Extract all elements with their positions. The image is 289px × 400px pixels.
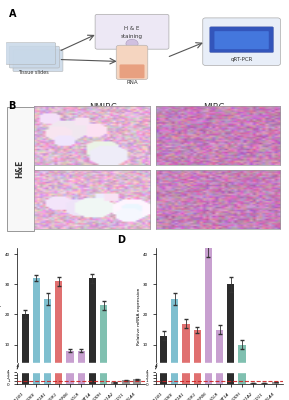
Bar — [272, 382, 279, 384]
Bar — [261, 383, 268, 384]
FancyBboxPatch shape — [13, 50, 63, 72]
Bar — [77, 372, 85, 384]
Bar — [171, 372, 179, 384]
Bar — [250, 383, 257, 384]
Bar — [182, 372, 190, 384]
Bar — [122, 380, 129, 384]
Bar — [160, 372, 167, 384]
FancyBboxPatch shape — [9, 46, 59, 68]
Text: D: D — [118, 235, 125, 245]
Text: H & E: H & E — [124, 26, 140, 31]
Text: B: B — [9, 100, 16, 110]
Bar — [205, 372, 212, 384]
Text: Tissue slides: Tissue slides — [18, 70, 49, 75]
Bar — [33, 372, 40, 384]
Bar — [66, 351, 74, 363]
Bar — [227, 284, 234, 363]
FancyBboxPatch shape — [95, 14, 169, 49]
Bar — [22, 372, 29, 384]
Bar — [22, 314, 29, 363]
Bar — [227, 372, 234, 384]
Bar — [89, 372, 96, 384]
Bar — [216, 330, 223, 363]
FancyBboxPatch shape — [6, 43, 56, 64]
Text: MIBC: MIBC — [203, 103, 225, 112]
FancyBboxPatch shape — [120, 64, 144, 78]
Bar — [89, 278, 96, 363]
Bar — [111, 382, 118, 384]
FancyBboxPatch shape — [210, 27, 273, 52]
FancyBboxPatch shape — [7, 107, 34, 231]
Y-axis label: Relative mRNA expression: Relative mRNA expression — [0, 287, 2, 345]
Text: A: A — [9, 9, 16, 19]
Bar — [55, 281, 62, 363]
Circle shape — [126, 39, 138, 48]
Bar — [33, 278, 40, 363]
Bar — [238, 372, 246, 384]
FancyBboxPatch shape — [203, 18, 280, 66]
FancyBboxPatch shape — [116, 45, 148, 80]
Bar — [238, 345, 246, 363]
Text: staining: staining — [121, 34, 143, 39]
Y-axis label: Relative mRNA expression: Relative mRNA expression — [137, 287, 141, 345]
Bar — [194, 330, 201, 363]
Bar — [100, 306, 107, 363]
Bar — [216, 372, 223, 384]
Bar — [171, 299, 179, 363]
Bar — [55, 372, 62, 384]
Bar — [44, 299, 51, 363]
Bar — [205, 248, 212, 363]
Bar — [134, 380, 141, 384]
FancyBboxPatch shape — [214, 31, 269, 49]
Bar — [77, 351, 85, 363]
Bar — [182, 324, 190, 363]
Bar — [44, 372, 51, 384]
Bar — [194, 372, 201, 384]
Text: qRT-PCR: qRT-PCR — [230, 57, 253, 62]
Bar — [66, 372, 74, 384]
Text: H&E: H&E — [16, 160, 25, 178]
Text: RNA: RNA — [126, 80, 138, 85]
Text: NMIBC: NMIBC — [89, 103, 117, 112]
Bar — [100, 372, 107, 384]
Bar — [160, 336, 167, 363]
